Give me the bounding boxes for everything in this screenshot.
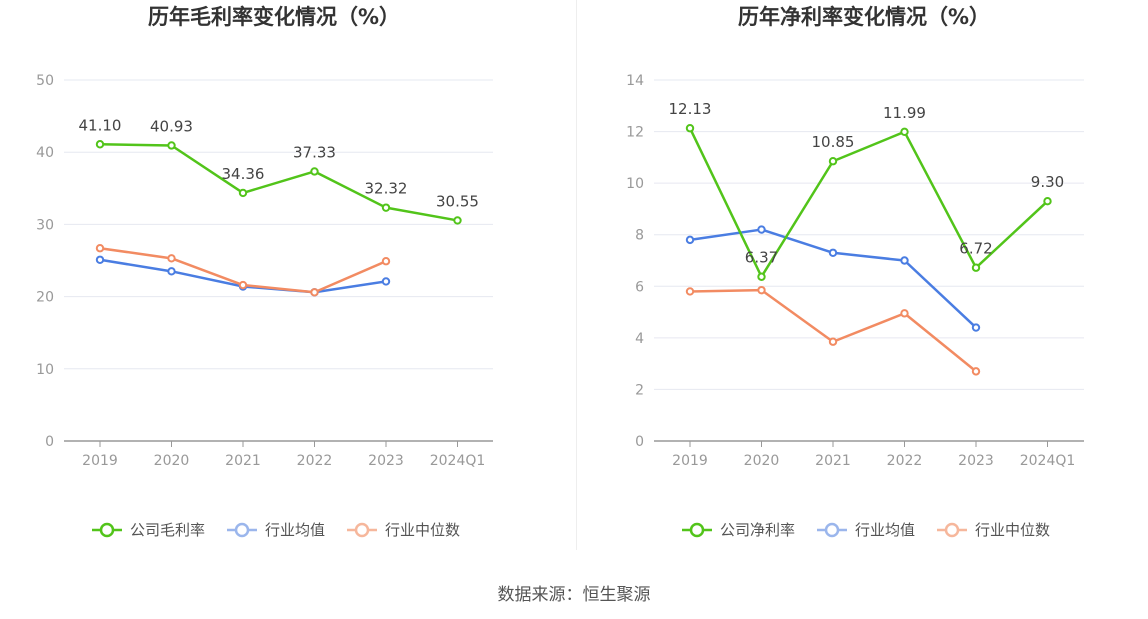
y-tick-label: 12 bbox=[626, 125, 644, 141]
y-tick-label: 4 bbox=[635, 331, 644, 347]
data-label: 9.30 bbox=[1031, 173, 1064, 191]
data-point bbox=[828, 157, 838, 166]
chart-title: 历年净利率变化情况（%） bbox=[738, 5, 990, 29]
data-point bbox=[1043, 196, 1052, 206]
x-tick-label: 2024Q1 bbox=[1020, 453, 1076, 469]
data-point bbox=[167, 141, 176, 150]
x-tick-label: 2021 bbox=[815, 453, 851, 469]
legend-marker bbox=[234, 522, 250, 538]
data-point bbox=[310, 288, 319, 297]
y-tick-label: 8 bbox=[635, 228, 644, 244]
legend-marker bbox=[689, 522, 705, 538]
y-tick-label: 2 bbox=[635, 382, 644, 398]
x-tick-label: 2019 bbox=[672, 453, 708, 469]
legend-marker bbox=[354, 522, 370, 538]
y-tick-label: 20 bbox=[36, 290, 54, 306]
y-tick-label: 30 bbox=[36, 217, 54, 233]
x-tick-label: 2023 bbox=[958, 453, 994, 469]
data-point bbox=[238, 280, 248, 290]
legend-label: 公司净利率 bbox=[720, 521, 795, 539]
data-point bbox=[167, 267, 176, 276]
data-point bbox=[381, 203, 391, 212]
data-point bbox=[685, 235, 695, 245]
y-tick-label: 0 bbox=[635, 434, 644, 450]
data-label: 11.99 bbox=[883, 104, 926, 122]
data-point bbox=[971, 263, 981, 272]
data-label: 34.36 bbox=[222, 165, 265, 183]
series-line bbox=[689, 228, 977, 329]
x-tick-label: 2020 bbox=[744, 453, 780, 469]
net-margin-chart-svg: 历年净利率变化情况（%） 0 2 4 6 8 10 12 14 2019 2020 2021 2022 2… bbox=[626, 5, 1084, 539]
gross-margin-chart: 历年毛利率变化情况（%） 0 10 20 30 40 50 2019 2020 2021 2022 2… bbox=[0, 0, 575, 560]
y-tick-label: 10 bbox=[36, 362, 54, 378]
x-tick-label: 2022 bbox=[297, 453, 333, 469]
x-tick-label: 2020 bbox=[154, 453, 190, 469]
data-label: 37.33 bbox=[293, 143, 336, 161]
data-label: 40.93 bbox=[150, 117, 193, 135]
data-point bbox=[757, 225, 766, 234]
legend-marker bbox=[944, 522, 960, 538]
legend-label: 行业均值 bbox=[855, 521, 915, 539]
y-tick-label: 10 bbox=[626, 176, 644, 192]
data-point bbox=[971, 323, 981, 332]
data-point bbox=[381, 257, 391, 266]
data-label: 41.10 bbox=[79, 116, 122, 134]
x-tick-label: 2022 bbox=[887, 453, 923, 469]
net-margin-chart: 历年净利率变化情况（%） 0 2 4 6 8 10 12 14 2019 2020 2021 2022 2… bbox=[576, 0, 1148, 560]
data-label: 6.37 bbox=[745, 249, 778, 267]
gross-margin-chart-svg: 历年毛利率变化情况（%） 0 10 20 30 40 50 2019 2020 2021 2022 2… bbox=[36, 5, 493, 539]
y-tick-label: 40 bbox=[36, 145, 54, 161]
y-tick-label: 6 bbox=[635, 279, 644, 295]
data-point bbox=[95, 244, 105, 253]
data-point bbox=[757, 285, 766, 295]
data-point bbox=[757, 272, 766, 281]
legend-marker bbox=[99, 522, 115, 538]
data-point bbox=[685, 287, 695, 296]
data-label: 10.85 bbox=[812, 133, 855, 151]
chart-title: 历年毛利率变化情况（%） bbox=[148, 5, 400, 29]
data-point bbox=[453, 216, 462, 225]
panel-divider bbox=[576, 0, 577, 550]
data-point bbox=[167, 254, 176, 263]
data-label: 30.55 bbox=[436, 192, 479, 210]
series-line bbox=[688, 127, 1049, 278]
data-label: 12.13 bbox=[669, 100, 712, 118]
legend-label: 行业中位数 bbox=[975, 521, 1050, 539]
data-label: 32.32 bbox=[365, 180, 408, 198]
data-point bbox=[828, 337, 838, 346]
y-tick-label: 50 bbox=[36, 73, 54, 89]
x-tick-label: 2021 bbox=[225, 453, 261, 469]
legend-marker bbox=[824, 522, 840, 538]
series-line bbox=[689, 288, 977, 373]
data-point bbox=[95, 255, 105, 264]
x-tick-label: 2019 bbox=[82, 453, 118, 469]
data-point bbox=[381, 277, 391, 286]
y-tick-label: 0 bbox=[45, 434, 54, 450]
data-point bbox=[238, 188, 248, 198]
x-tick-label: 2024Q1 bbox=[430, 453, 486, 469]
legend-label: 行业均值 bbox=[265, 521, 325, 539]
data-point bbox=[828, 248, 838, 257]
y-tick-label: 14 bbox=[626, 73, 644, 89]
data-point bbox=[900, 256, 909, 265]
x-tick-label: 2023 bbox=[368, 453, 404, 469]
data-point bbox=[685, 124, 695, 133]
data-point bbox=[95, 140, 105, 149]
data-point bbox=[900, 309, 909, 318]
data-point bbox=[900, 127, 909, 137]
data-source-note: 数据来源：恒生聚源 bbox=[497, 585, 651, 605]
legend-label: 行业中位数 bbox=[385, 521, 460, 539]
data-point bbox=[310, 167, 319, 176]
data-label: 6.72 bbox=[959, 240, 992, 258]
data-point bbox=[971, 367, 981, 376]
series-line bbox=[99, 143, 458, 222]
legend-label: 公司毛利率 bbox=[130, 521, 205, 539]
